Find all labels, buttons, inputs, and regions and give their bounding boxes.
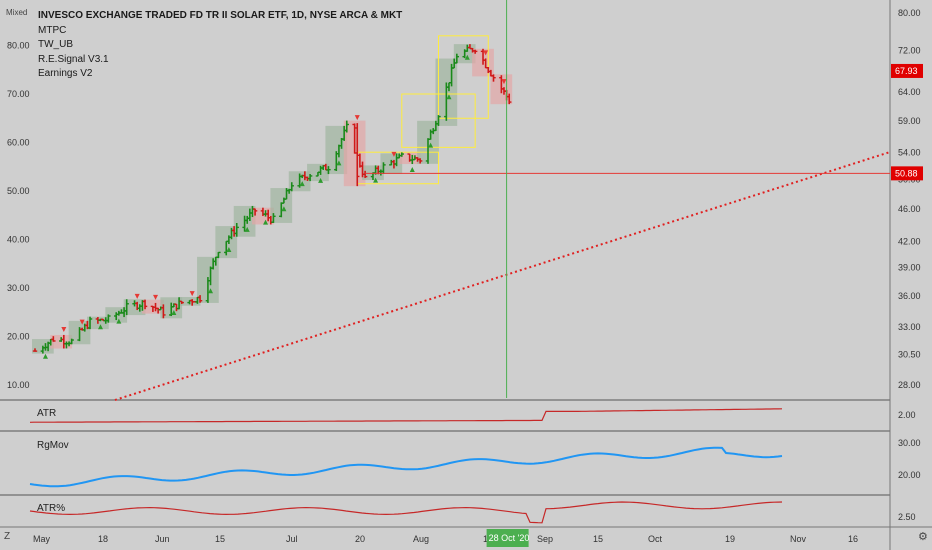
candles: [32, 44, 512, 359]
right-axis-tick: 42.00: [898, 236, 921, 246]
signal-up-marker: [244, 226, 250, 232]
price-label: 50.88: [895, 168, 918, 178]
signal-up-marker: [98, 324, 103, 330]
right-axis-tick: 28.00: [898, 380, 921, 390]
x-axis-tick: Oct: [648, 534, 663, 544]
x-axis-tick: Sep: [537, 534, 553, 544]
signal-up-marker: [464, 54, 470, 60]
left-axis-tick: 60.00: [7, 138, 30, 148]
signal-down-marker: [483, 50, 489, 56]
signal-down-marker: [189, 291, 195, 297]
signal-down-marker: [153, 294, 159, 300]
signal-down-marker: [61, 326, 67, 332]
left-axis-tick: 50.00: [7, 186, 30, 196]
indicator-axis-tick: 2.50: [898, 512, 916, 522]
x-axis-tick: 15: [593, 534, 603, 544]
price-label: 67.93: [895, 66, 918, 76]
axes: 80.00 70.00 60.00 50.00 40.00 30.00 20.00 10.00…: [7, 8, 923, 547]
left-axis-tick: 20.00: [7, 332, 30, 342]
x-axis-tick: May: [33, 534, 51, 544]
x-axis-tick: Jun: [155, 534, 170, 544]
indicator-axis-tick: 2.00: [898, 410, 916, 420]
right-axis-tick: 36.00: [898, 291, 921, 301]
gear-icon[interactable]: ⚙: [918, 531, 928, 543]
signal-up-marker: [428, 142, 434, 148]
sub-panels: 2.00 30.00 20.00 2.50: [29, 408, 921, 524]
overlays: [114, 0, 891, 401]
zone-box-up: [325, 125, 348, 175]
indicator-label[interactable]: Earnings V2: [38, 68, 93, 79]
price-label-bg: [891, 166, 923, 181]
right-axis-tick: 33.00: [898, 322, 921, 332]
right-axis-tick: 80.00: [898, 8, 921, 18]
signal-up-marker: [318, 177, 324, 183]
zoom-icon[interactable]: Z: [4, 531, 11, 542]
signal-up-marker: [373, 177, 379, 183]
x-axis-tick: 18: [98, 534, 108, 544]
x-axis-tick: 20: [355, 534, 365, 544]
x-axis-tick: 19: [725, 534, 735, 544]
yellow-range-box: [437, 35, 489, 119]
signal-up-marker: [171, 310, 177, 316]
signal-up-marker: [299, 181, 305, 187]
indicator-axis-tick: 20.00: [898, 470, 921, 480]
signal-up-marker: [281, 206, 287, 212]
right-axis-tick: 46.00: [898, 204, 921, 214]
right-axis-tick: 30.50: [898, 350, 921, 360]
signal-down-marker: [134, 293, 140, 299]
scale-mode-label[interactable]: Mixed: [6, 8, 28, 17]
chart-title: INVESCO EXCHANGE TRADED FD TR II SOLAR E…: [38, 10, 403, 21]
legend: INVESCO EXCHANGE TRADED FD TR II SOLAR E…: [38, 9, 402, 82]
signal-up-marker: [116, 318, 122, 324]
x-axis-tick: Jul: [286, 534, 298, 544]
left-axis-tick: 70.00: [7, 89, 30, 99]
price-label-bg: [891, 63, 923, 78]
atr-panel-label: ATR: [37, 408, 57, 419]
left-axis-tick: 80.00: [7, 41, 30, 51]
rgmov-panel-label: RgMov: [37, 440, 69, 451]
x-axis-tick: Aug: [413, 534, 429, 544]
indicator-line: [29, 446, 783, 488]
signal-up-marker: [446, 94, 452, 100]
x-axis-tick: 16: [848, 534, 858, 544]
x-axis-tick: 15: [215, 534, 225, 544]
signal-down-marker: [501, 79, 507, 85]
indicator-label[interactable]: R.E.Signal V3.1: [38, 53, 109, 65]
indicator-line: [29, 408, 783, 423]
right-axis-tick: 59.00: [898, 116, 921, 126]
indicator-label[interactable]: MTPC: [38, 24, 67, 36]
indicator-line: [29, 501, 783, 524]
right-axis-tick: 39.00: [898, 263, 921, 273]
signal-up-marker: [208, 288, 214, 294]
indicator-axis-tick: 30.00: [898, 438, 921, 448]
indicator-label[interactable]: TW_UB: [38, 39, 73, 50]
atrpct-panel-label: ATR%: [37, 503, 66, 514]
right-axis-tick: 64.00: [898, 87, 921, 97]
signal-up-marker: [226, 246, 232, 252]
signal-up-marker: [409, 167, 415, 173]
signal-up-marker: [263, 219, 269, 225]
trendline: [114, 151, 891, 401]
signal-up-marker: [42, 353, 48, 359]
left-axis-tick: 30.00: [7, 283, 30, 293]
x-axis-tick: Nov: [790, 534, 807, 544]
signal-up-marker: [336, 160, 342, 166]
cursor-date-label: 28 Oct '20: [489, 533, 530, 543]
signal-down-marker: [391, 151, 397, 157]
left-axis-tick: 40.00: [7, 235, 30, 245]
left-axis-tick: 10.00: [7, 380, 30, 390]
right-axis-tick: 72.00: [898, 45, 921, 55]
right-axis-tick: 54.00: [898, 147, 921, 157]
signal-down-marker: [79, 319, 85, 325]
cursor-date-bg: [486, 529, 529, 547]
signal-down-marker: [354, 115, 360, 121]
